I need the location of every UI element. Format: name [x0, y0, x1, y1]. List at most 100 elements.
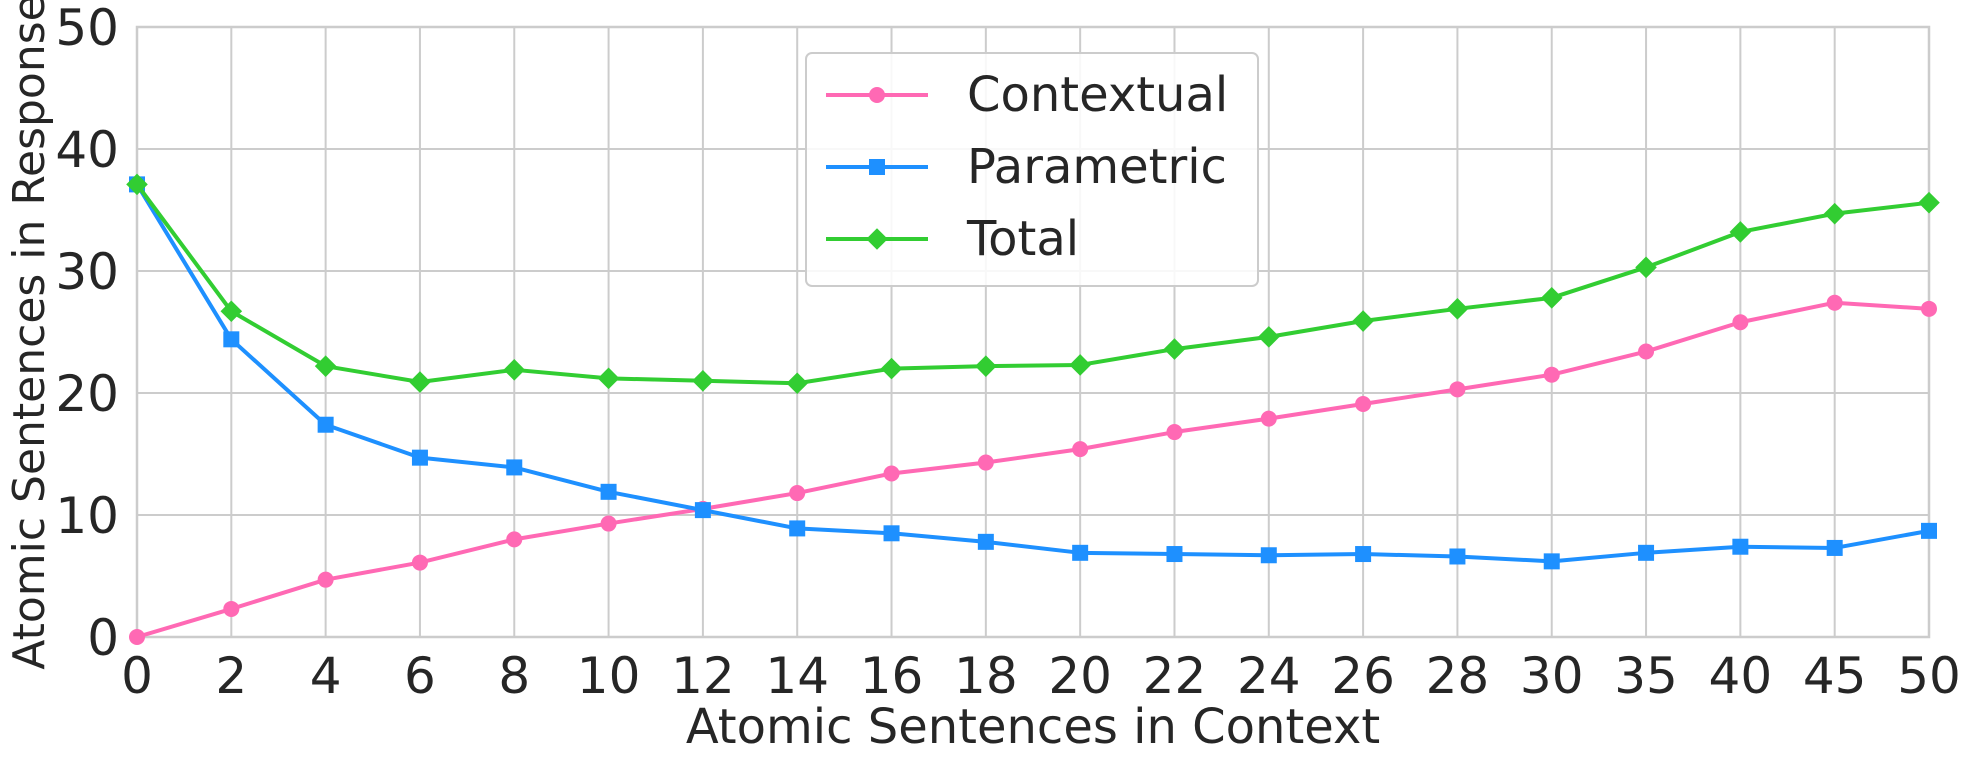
data-point-contextual — [1260, 410, 1277, 427]
y-axis-label: Atomic Sentences in Response — [4, 0, 55, 670]
data-point-contextual — [129, 629, 145, 645]
x-tick-label: 20 — [1048, 647, 1112, 705]
data-point-contextual — [506, 531, 523, 548]
legend-box — [805, 52, 1259, 287]
x-tick-label: 18 — [954, 647, 1018, 705]
data-point-contextual — [600, 515, 617, 532]
x-tick-label: 8 — [498, 647, 530, 705]
data-point-total — [1540, 287, 1563, 309]
data-point-total — [1918, 191, 1940, 214]
data-point-contextual — [1543, 366, 1560, 383]
data-point-parametric — [1072, 544, 1089, 561]
x-tick-label: 0 — [121, 647, 153, 705]
data-point-total — [786, 372, 809, 395]
series-line-parametric — [135, 183, 1930, 564]
data-point-total — [692, 370, 714, 392]
data-point-total — [1163, 338, 1186, 360]
data-point-contextual — [1826, 294, 1843, 311]
y-tick-label: 20 — [55, 365, 119, 423]
legend-marker-parametric — [869, 159, 885, 175]
legend-marker-total — [866, 228, 888, 250]
data-point-parametric — [317, 416, 334, 433]
y-tick-label: 50 — [55, 0, 119, 57]
data-point-total — [314, 355, 337, 377]
data-point-total — [126, 173, 148, 196]
data-point-parametric — [1826, 539, 1843, 556]
data-point-parametric — [789, 520, 806, 537]
data-point-contextual — [1072, 441, 1089, 458]
data-point-contextual — [411, 554, 428, 571]
data-point-parametric — [1260, 547, 1277, 564]
data-point-total — [1446, 298, 1469, 320]
legend-label-parametric: Parametric — [967, 139, 1227, 195]
data-point-total — [880, 357, 903, 380]
data-point-total — [409, 371, 431, 393]
data-point-total — [975, 355, 997, 377]
data-point-parametric — [1921, 522, 1937, 539]
data-point-total — [1352, 310, 1374, 332]
data-point-contextual — [1732, 314, 1749, 331]
series-line-total — [135, 183, 1930, 386]
data-point-parametric — [1732, 538, 1749, 555]
data-point-total — [220, 300, 243, 323]
legend-marker-contextual — [869, 87, 885, 103]
data-point-parametric — [1166, 546, 1183, 563]
x-axis-label: Atomic Sentences in Context — [686, 699, 1380, 755]
data-point-parametric — [1355, 546, 1372, 563]
data-point-contextual — [977, 454, 994, 471]
data-point-total — [1729, 221, 1752, 243]
data-point-contextual — [1166, 424, 1183, 441]
x-tick-label: 10 — [577, 647, 641, 705]
x-tick-label: 2 — [215, 647, 247, 705]
y-tick-labels: 0 10 20 30 40 50 — [55, 0, 119, 667]
data-point-parametric — [977, 533, 994, 550]
data-point-total — [1069, 354, 1091, 376]
legend: Contextual Parametric Total — [805, 52, 1259, 287]
data-point-contextual — [883, 465, 900, 482]
data-point-total — [1635, 256, 1657, 279]
x-tick-label: 28 — [1426, 647, 1490, 705]
series-line-contextual — [136, 300, 1930, 639]
data-point-total — [503, 359, 526, 381]
x-tick-label: 14 — [765, 647, 829, 705]
data-point-parametric — [694, 502, 711, 519]
x-tick-label: 45 — [1803, 647, 1867, 705]
x-tick-labels: 0 2 4 6 8 10 12 14 16 18 20 22 24 26 28 30 35 40 45 50 — [121, 647, 1961, 705]
data-point-parametric — [600, 483, 617, 500]
x-tick-label: 50 — [1897, 647, 1961, 705]
x-tick-label: 40 — [1709, 647, 1773, 705]
data-point-total — [597, 367, 620, 390]
x-tick-label: 22 — [1143, 647, 1207, 705]
x-tick-label: 35 — [1614, 647, 1678, 705]
x-tick-label: 26 — [1331, 647, 1395, 705]
data-point-total — [1823, 202, 1846, 225]
x-tick-label: 24 — [1237, 647, 1301, 705]
x-tick-label: 16 — [860, 647, 924, 705]
plot-frame — [135, 25, 1931, 639]
data-point-parametric — [411, 449, 428, 466]
data-point-parametric — [223, 331, 240, 348]
data-point-contextual — [1355, 395, 1372, 412]
data-point-parametric — [1638, 544, 1655, 561]
data-point-total — [1257, 326, 1280, 348]
data-point-parametric — [506, 459, 523, 476]
x-tick-label: 12 — [671, 647, 735, 705]
data-point-parametric — [883, 525, 900, 542]
x-tick-label: 4 — [310, 647, 342, 705]
x-tick-label: 30 — [1520, 647, 1584, 705]
data-point-contextual — [1638, 343, 1655, 360]
y-tick-label: 40 — [55, 121, 119, 179]
x-tick-label: 6 — [404, 647, 436, 705]
legend-label-contextual: Contextual — [967, 67, 1228, 123]
y-tick-label: 10 — [55, 487, 119, 545]
data-point-contextual — [1921, 300, 1937, 317]
y-tick-label: 0 — [87, 609, 119, 667]
data-point-contextual — [223, 600, 240, 617]
legend-label-total: Total — [966, 211, 1079, 267]
series-total — [126, 173, 1940, 395]
data-point-parametric — [1543, 553, 1560, 570]
series-parametric — [129, 176, 1937, 570]
series-layer — [126, 173, 1940, 645]
data-point-contextual — [789, 485, 806, 502]
